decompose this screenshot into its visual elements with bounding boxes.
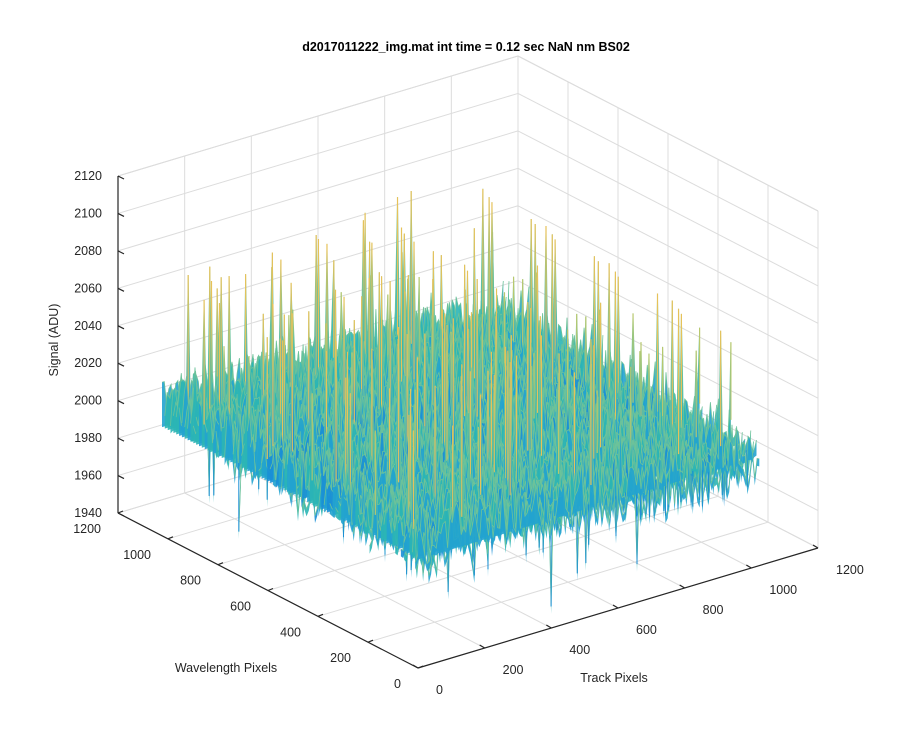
- z-axis-label: Signal (ADU): [47, 304, 61, 377]
- x-tick-label: 1200: [836, 563, 864, 577]
- x-tick-label: 800: [703, 603, 724, 617]
- y-tick-mark: [367, 639, 374, 643]
- z-tick-label: 2080: [74, 244, 102, 258]
- axes-lines: [117, 175, 819, 669]
- grid-line: [117, 130, 519, 252]
- y-tick-label: 200: [330, 651, 351, 665]
- box-edge: [117, 55, 519, 177]
- z-tick-mark: [117, 250, 125, 255]
- y-tick-mark: [217, 562, 224, 566]
- track-axis-tick-labels: 0 200 400 600 800 1000 1200: [436, 563, 864, 697]
- grid-line: [317, 495, 719, 617]
- x-tick-mark: [612, 604, 619, 609]
- z-tick-mark: [117, 325, 125, 330]
- z-tick-label: 1980: [74, 431, 102, 445]
- y-tick-mark: [417, 665, 424, 669]
- grid-line: [367, 521, 769, 643]
- wavelength-axis-tick-labels: 0 200 400 600 800 1000 1200: [73, 522, 401, 691]
- box-edge: [517, 55, 819, 212]
- z-tick-label: 2040: [74, 319, 102, 333]
- z-tick-label: 2060: [74, 281, 102, 295]
- y-tick-label: 0: [394, 677, 401, 691]
- grid-line: [517, 130, 819, 287]
- grid-line: [517, 205, 819, 362]
- x-tick-mark: [812, 544, 819, 549]
- y-axis-label: Wavelength Pixels: [175, 661, 277, 675]
- y-tick-mark: [317, 613, 324, 617]
- y-tick-label: 400: [280, 625, 301, 639]
- x-tick-mark: [546, 624, 552, 629]
- y-tick-mark: [267, 587, 274, 592]
- x-tick-mark: [412, 664, 419, 669]
- surface-strip: [418, 330, 760, 572]
- z-tick-mark: [117, 175, 125, 180]
- y-tick-mark: [167, 536, 174, 540]
- chart-title: d2017011222_img.mat int time = 0.12 sec …: [302, 40, 630, 54]
- z-tick-mark: [117, 362, 125, 367]
- z-tick-label: 2100: [74, 206, 102, 220]
- z-tick-label: 2120: [74, 169, 102, 183]
- grid-line: [517, 280, 819, 437]
- surface-mesh: [161, 188, 760, 614]
- x-tick-label: 200: [503, 663, 524, 677]
- grid-line: [117, 92, 519, 214]
- x-tick-label: 400: [569, 643, 590, 657]
- x-axis-label: Track Pixels: [580, 671, 648, 685]
- x-tick-label: 0: [436, 683, 443, 697]
- z-tick-label: 2020: [74, 356, 102, 370]
- z-tick-mark: [117, 287, 125, 292]
- z-tick-mark: [117, 512, 125, 517]
- z-tick-mark: [117, 400, 125, 405]
- z-tick-label: 1960: [74, 469, 102, 483]
- x-tick-mark: [746, 564, 752, 569]
- y-tick-label: 800: [180, 574, 201, 588]
- z-tick-mark: [117, 475, 125, 480]
- y-tick-mark: [117, 510, 124, 514]
- grid-line: [517, 167, 819, 324]
- x-tick-label: 1000: [769, 583, 797, 597]
- y-tick-label: 1200: [73, 522, 101, 536]
- grid-line: [117, 167, 519, 289]
- grid-line: [517, 93, 819, 249]
- y-tick-label: 600: [230, 600, 251, 614]
- z-tick-label: 2000: [74, 394, 102, 408]
- z-tick-mark: [117, 212, 125, 217]
- z-axis-tick-labels: 1940 1960 1980 2000 2020 2040 2060 2080 2100 2120: [74, 169, 102, 520]
- x-tick-mark: [479, 644, 485, 649]
- z-tick-label: 1940: [74, 506, 102, 520]
- x-tick-label: 600: [636, 623, 657, 637]
- x-tick-mark: [679, 584, 685, 589]
- grid-line: [517, 242, 819, 399]
- z-tick-mark: [117, 437, 125, 442]
- y-tick-label: 1000: [123, 548, 151, 562]
